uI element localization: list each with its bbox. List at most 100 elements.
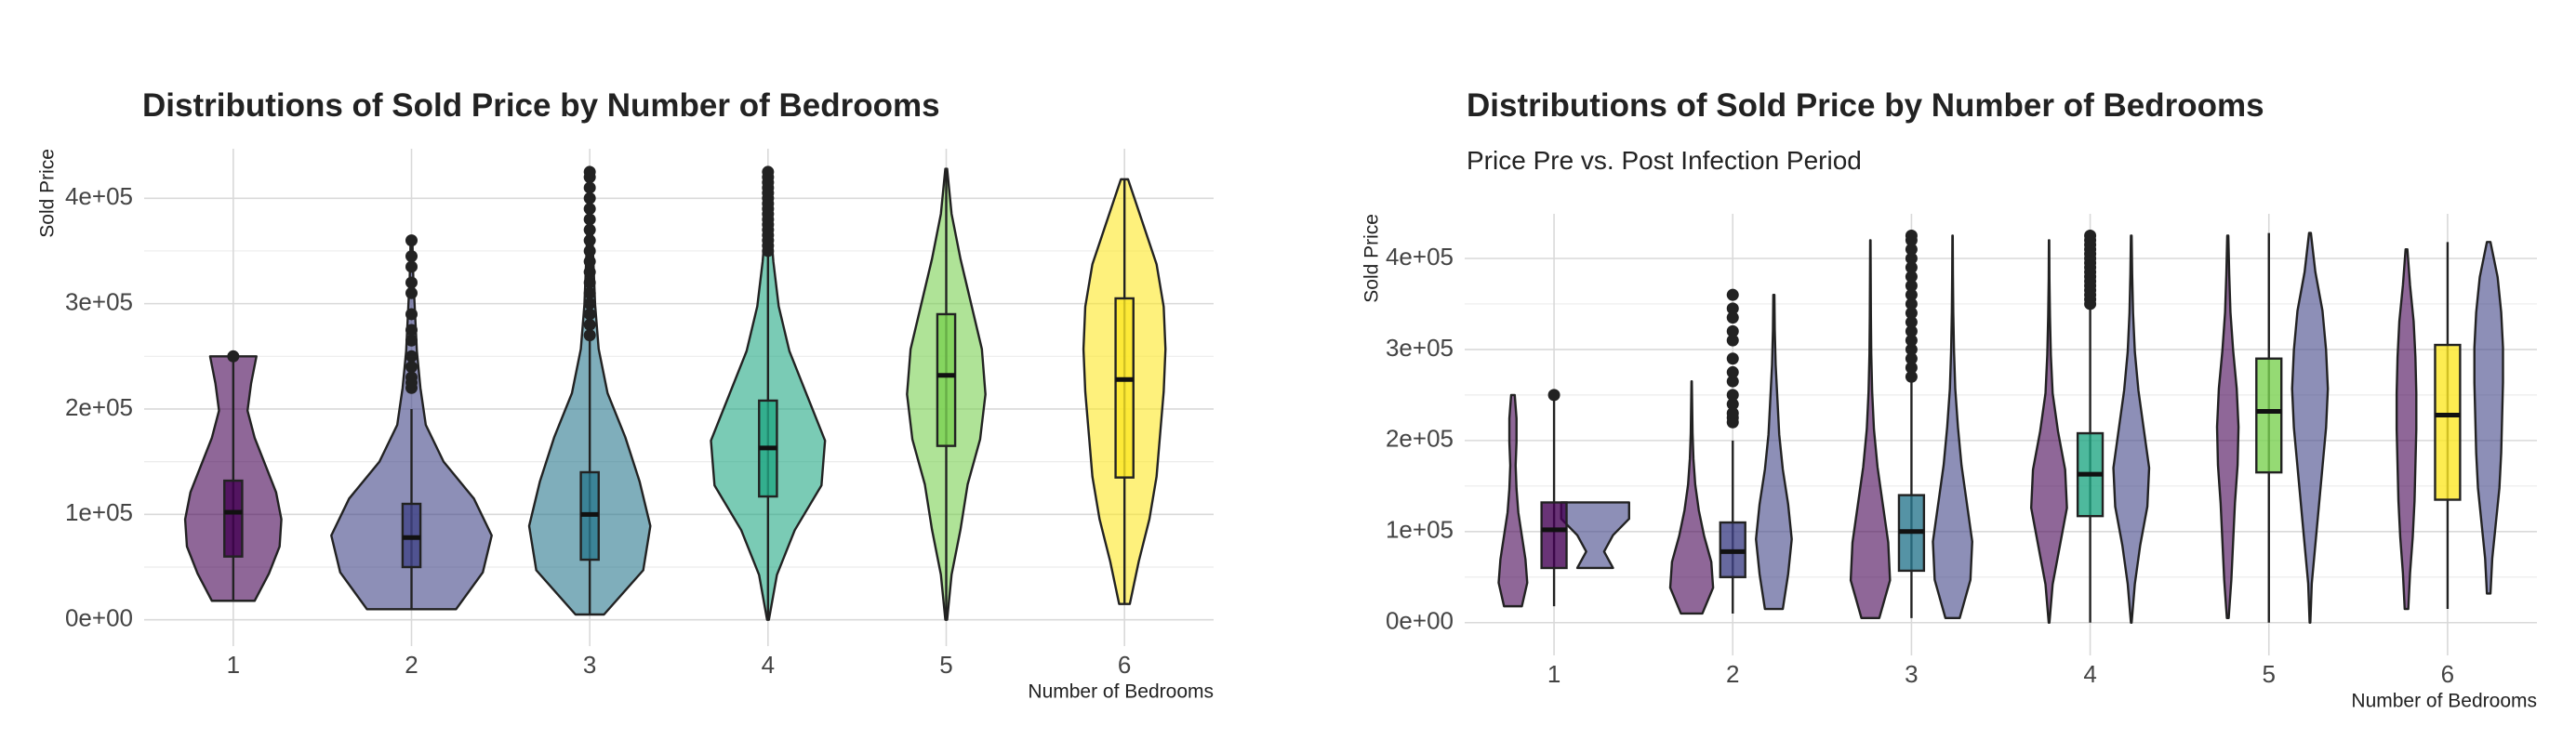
chart-subtitle: Price Pre vs. Post Infection Period [1467,146,1862,175]
violin [2473,241,2504,595]
y-axis-title: Sold Price [1361,214,1383,303]
x-tick-label: 5 [939,651,952,679]
violin [1560,501,1630,570]
outlier [1905,362,1918,375]
x-tick-label: 3 [1905,660,1918,688]
x-axis-title: Number of Bedrooms [2351,691,2537,712]
violin [2112,234,2151,624]
outlier [583,244,596,258]
y-tick-label: 0e+00 [1386,607,1454,635]
violin [1668,380,1715,615]
x-tick-label: 6 [2441,660,2454,688]
outlier [1905,352,1918,365]
outlier [1905,297,1918,311]
y-tick-label: 3e+05 [65,287,133,315]
outlier [1726,389,1739,402]
outlier [1905,252,1918,265]
outlier [583,213,596,226]
x-tick-label: 2 [1726,660,1739,688]
outlier [583,165,596,178]
outlier [1905,307,1918,320]
outlier [762,165,775,178]
outlier [1905,243,1918,256]
outlier [583,276,596,289]
outlier [1905,230,1918,243]
x-tick-label: 5 [2263,660,2276,688]
x-tick-label: 3 [583,651,596,679]
outlier [227,350,240,363]
box [2434,343,2462,501]
outlier [583,329,596,342]
violin [1497,393,1529,608]
y-tick-label: 3e+05 [1386,334,1454,362]
x-axis-title: Number of Bedrooms [1028,681,1214,703]
outlier [405,276,418,289]
outlier [1905,343,1918,356]
violin [1755,293,1793,611]
outlier [583,266,596,279]
outlier [583,255,596,268]
outlier [405,324,418,337]
outlier [405,361,418,374]
outlier [1547,389,1560,402]
outlier [583,234,596,247]
y-axis-title: Sold Price [37,149,59,238]
x-tick-label: 1 [1547,660,1560,688]
outlier [1726,352,1739,365]
outlier [2084,230,2097,243]
box [1114,297,1135,479]
outlier [583,308,596,321]
x-tick-label: 2 [405,651,418,679]
chart-title: Distributions of Sold Price by Number of… [1467,87,2264,124]
violin [2029,239,2068,624]
outlier [1905,271,1918,284]
outlier [583,181,596,194]
chart-title: Distributions of Sold Price by Number of… [142,87,940,124]
outlier [405,350,418,363]
outlier [1726,288,1739,301]
box [936,312,957,447]
outlier [1905,316,1918,329]
x-tick-label: 6 [1118,651,1131,679]
outlier [1905,261,1918,274]
outlier [583,223,596,236]
plot [1465,214,2537,655]
outlier [583,192,596,205]
outlier [1905,370,1918,383]
y-tick-label: 1e+05 [65,498,133,526]
y-tick-label: 2e+05 [65,393,133,421]
violin [1849,239,1892,620]
y-tick-label: 4e+05 [1386,243,1454,271]
outlier [583,286,596,299]
outlier [583,297,596,311]
outlier [1905,334,1918,347]
plot [144,149,1214,646]
y-tick-label: 4e+05 [65,182,133,210]
outlier [1726,365,1739,378]
y-tick-label: 1e+05 [1386,516,1454,544]
violin [2291,231,2330,624]
box [2255,357,2283,474]
outlier [405,234,418,247]
outlier [1726,398,1739,411]
outlier [583,318,596,331]
outlier [405,334,418,347]
outlier [405,250,418,263]
box [1540,501,1568,570]
outlier [1726,406,1739,419]
outlier [405,286,418,299]
x-tick-label: 4 [2083,660,2096,688]
violin [2395,247,2418,611]
y-tick-label: 2e+05 [1386,425,1454,453]
box [223,479,244,558]
outlier [1726,324,1739,337]
violin [1932,234,1973,620]
x-tick-label: 4 [762,651,775,679]
violin [2215,234,2240,620]
outlier [1726,302,1739,315]
outlier [1726,375,1739,388]
outlier [583,203,596,216]
outlier [405,371,418,384]
x-tick-label: 1 [227,651,240,679]
